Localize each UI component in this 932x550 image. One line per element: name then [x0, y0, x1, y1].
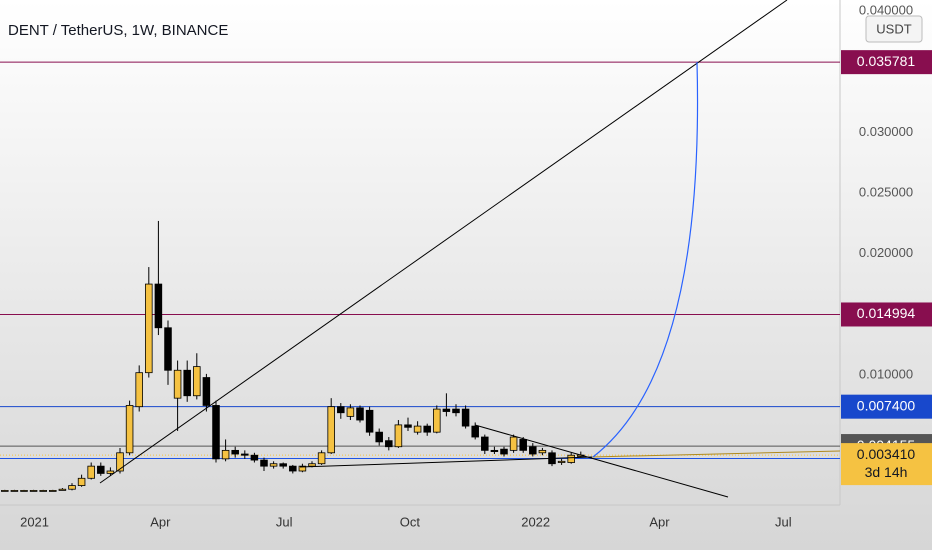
- candle-body: [385, 440, 393, 448]
- trend-line: [591, 450, 841, 458]
- candle-body: [164, 327, 172, 371]
- candle-body: [509, 436, 518, 451]
- candle-body: [260, 459, 268, 467]
- candle-body: [471, 425, 479, 438]
- candle-body: [481, 436, 489, 451]
- candle-body: [529, 446, 537, 455]
- x-tick-label: Jul: [276, 514, 293, 529]
- candle-body: [519, 439, 527, 451]
- candle-body: [212, 405, 220, 460]
- candle-body: [241, 453, 249, 456]
- candle-body: [250, 454, 259, 461]
- candle-body: [442, 408, 451, 412]
- y-tick-label: 0.025000: [859, 184, 913, 199]
- x-tick-label: 2021: [20, 514, 49, 529]
- candle-body: [231, 449, 239, 455]
- price-lines: [0, 61, 840, 460]
- candle-body: [193, 366, 201, 397]
- price-label: 0.035781: [857, 53, 916, 69]
- y-tick-label: 0.020000: [859, 245, 913, 260]
- candle-body: [20, 490, 28, 492]
- countdown: 3d 14h: [865, 464, 908, 480]
- price-label: 0.007400: [857, 397, 916, 413]
- candle-body: [346, 407, 355, 417]
- candle-body: [221, 449, 230, 460]
- y-tick-label: 0.040000: [859, 2, 913, 17]
- candle-body: [423, 425, 431, 433]
- x-tick-label: 2022: [521, 514, 550, 529]
- candle-body: [106, 470, 115, 474]
- price-label: 0.014994: [857, 305, 916, 321]
- candle-body: [356, 407, 364, 421]
- chart-title: DENT / TetherUS, 1W, BINANCE: [8, 22, 228, 39]
- trend-line: [474, 424, 729, 498]
- price-label-box: [841, 394, 932, 419]
- candle-body: [125, 405, 134, 454]
- candle-body: [279, 463, 287, 467]
- price-label-box: [841, 443, 932, 486]
- x-tick-label: Apr: [649, 514, 670, 529]
- candle-body: [394, 424, 403, 448]
- arc-drawing: [592, 61, 699, 458]
- candle-body: [404, 424, 412, 428]
- candle-body: [269, 463, 278, 467]
- candle-body: [375, 431, 383, 443]
- candle-body: [308, 463, 316, 467]
- candle-body: [413, 425, 422, 433]
- currency-box[interactable]: [865, 15, 923, 43]
- candle-body: [29, 490, 38, 492]
- trend-line: [299, 456, 593, 468]
- candle-body: [116, 452, 124, 472]
- candle-body: [135, 372, 143, 408]
- candle-body: [1, 490, 9, 492]
- candle-body: [68, 485, 76, 490]
- drawings: [99, 0, 841, 498]
- candle-body: [77, 477, 86, 486]
- candle-body: [154, 283, 163, 329]
- candle-body: [289, 465, 297, 472]
- candle-body: [39, 490, 47, 492]
- candle-body: [87, 465, 95, 479]
- candle-body: [10, 490, 19, 492]
- candle-body: [490, 449, 499, 452]
- candles: [1, 220, 585, 492]
- candle-body: [337, 406, 345, 414]
- candle-body: [500, 448, 508, 455]
- currency: USDT: [876, 21, 911, 36]
- y-tick-label: 0.010000: [859, 367, 913, 382]
- candle-body: [433, 408, 441, 433]
- candle-body: [49, 490, 57, 492]
- price-label: 0.003410: [857, 446, 916, 462]
- price-label-box: [841, 50, 932, 75]
- x-tick-label: Oct: [400, 514, 421, 529]
- candle-body: [298, 465, 307, 472]
- x-tick-label: Apr: [150, 514, 171, 529]
- candle-body: [173, 369, 182, 399]
- trend-line: [99, 0, 788, 484]
- axes: 0.040000 0.030000 0.025000 0.020000 0.010000…: [20, 2, 932, 529]
- candle-body: [97, 465, 105, 474]
- candle-body: [183, 369, 191, 397]
- candle-body: [145, 283, 153, 374]
- candle-body: [461, 408, 470, 427]
- y-tick-label: 0.030000: [859, 124, 913, 139]
- candle-body: [538, 449, 547, 454]
- candle-body: [557, 460, 566, 463]
- candle-body: [365, 409, 374, 433]
- x-tick-label: Jul: [775, 514, 792, 529]
- price-label-box: [841, 302, 932, 327]
- candle-body: [567, 454, 575, 463]
- candle-body: [452, 408, 460, 414]
- candle-body: [202, 377, 211, 406]
- candle-body: [58, 488, 67, 491]
- candle-body: [317, 452, 326, 465]
- candle-body: [327, 406, 335, 454]
